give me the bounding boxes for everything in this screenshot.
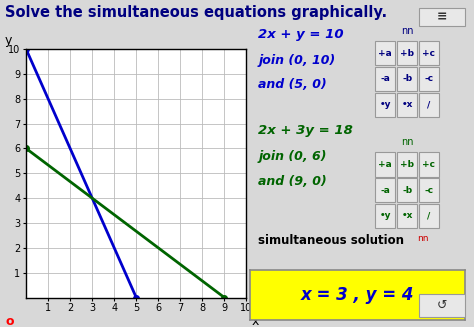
Text: and (5, 0): and (5, 0) bbox=[258, 78, 327, 92]
Text: join (0, 6): join (0, 6) bbox=[258, 150, 327, 164]
Text: x = 3 , y = 4: x = 3 , y = 4 bbox=[301, 286, 414, 304]
Text: and (9, 0): and (9, 0) bbox=[258, 175, 327, 188]
Text: x: x bbox=[252, 315, 259, 327]
Text: +c: +c bbox=[422, 49, 436, 58]
Text: join (0, 10): join (0, 10) bbox=[258, 54, 336, 67]
Text: nn: nn bbox=[401, 26, 413, 36]
Text: -c: -c bbox=[424, 186, 434, 195]
Text: +a: +a bbox=[378, 49, 392, 58]
Text: 2x + 3y = 18: 2x + 3y = 18 bbox=[258, 124, 353, 137]
Text: +a: +a bbox=[378, 160, 392, 169]
Text: o: o bbox=[5, 315, 14, 327]
Text: ↺: ↺ bbox=[437, 299, 447, 312]
Text: •x: •x bbox=[401, 212, 413, 220]
Text: -a: -a bbox=[381, 186, 390, 195]
Text: ≡: ≡ bbox=[437, 11, 447, 24]
Text: y: y bbox=[5, 34, 12, 46]
Text: /: / bbox=[428, 100, 430, 109]
Text: Solve the simultaneous equations graphically.: Solve the simultaneous equations graphic… bbox=[5, 5, 387, 20]
Text: -b: -b bbox=[402, 75, 412, 83]
Text: •y: •y bbox=[380, 212, 391, 220]
Text: 2x + y = 10: 2x + y = 10 bbox=[258, 28, 344, 41]
Text: nn: nn bbox=[401, 137, 413, 147]
Text: •y: •y bbox=[380, 100, 391, 109]
Text: -a: -a bbox=[381, 75, 390, 83]
Text: -b: -b bbox=[402, 186, 412, 195]
Text: +b: +b bbox=[400, 160, 414, 169]
Text: simultaneous solution: simultaneous solution bbox=[258, 234, 404, 247]
Text: +b: +b bbox=[400, 49, 414, 58]
Text: /: / bbox=[428, 212, 430, 220]
Text: +c: +c bbox=[422, 160, 436, 169]
Text: nn: nn bbox=[417, 234, 428, 243]
Text: •x: •x bbox=[401, 100, 413, 109]
Text: -c: -c bbox=[424, 75, 434, 83]
